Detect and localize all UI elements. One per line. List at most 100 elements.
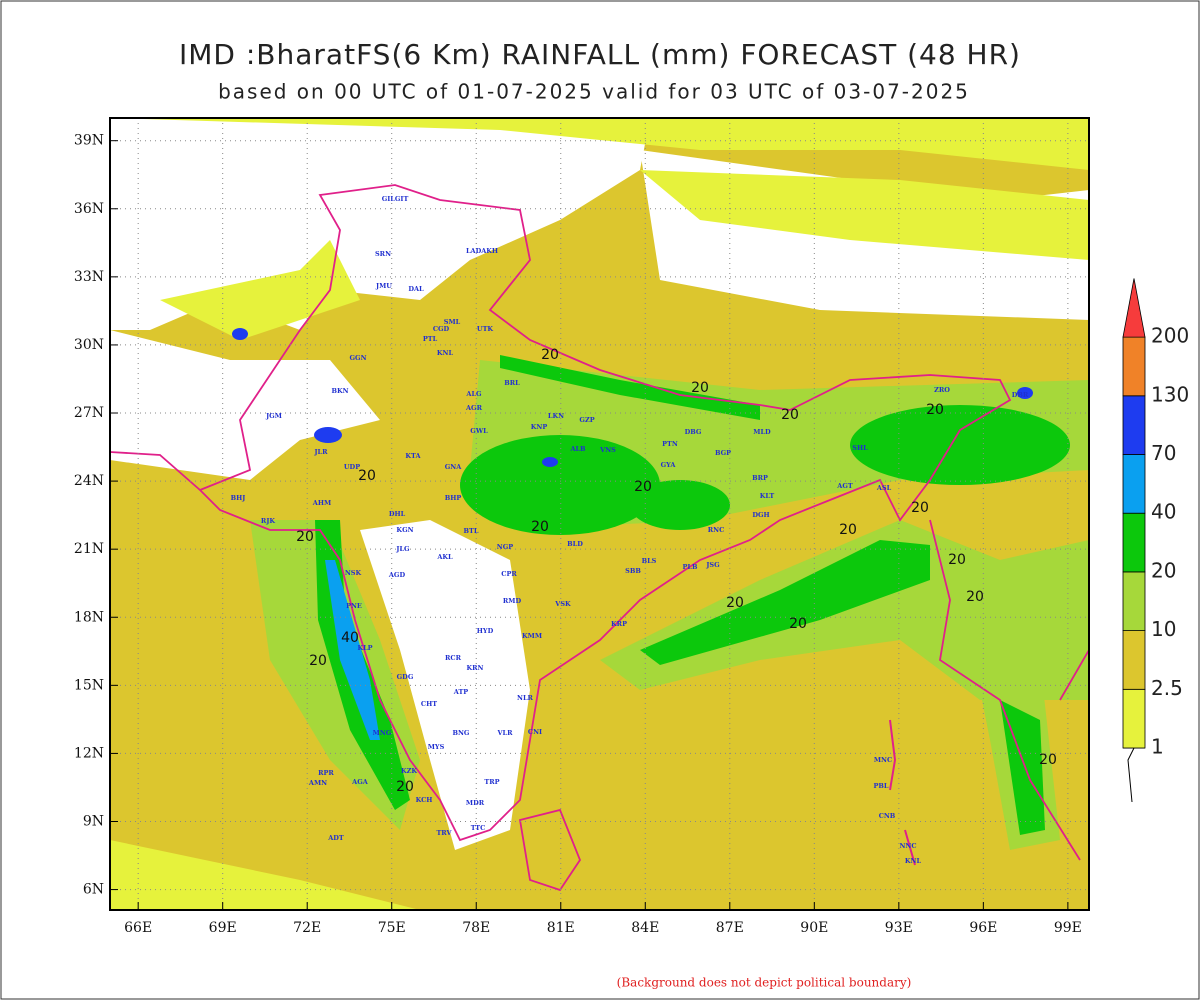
colorbar-box: [1122, 336, 1146, 397]
station-label: AGA: [351, 778, 369, 786]
station-label: TRV: [436, 829, 452, 837]
station-label: SML: [444, 318, 461, 326]
station-label: DBR: [1012, 391, 1029, 399]
rain-area: [314, 427, 342, 443]
rain-area: [850, 405, 1070, 485]
station-label: RCR: [445, 654, 462, 662]
x-tick-label: 75E: [378, 920, 406, 936]
station-label: JMU: [375, 282, 392, 290]
contour-label: 20: [396, 779, 414, 795]
contour-label: 20: [634, 479, 652, 495]
colorbar-box: [1122, 630, 1146, 690]
colorbar-box: [1122, 454, 1146, 514]
contour-label: 20: [781, 407, 799, 423]
x-tick-label: 96E: [969, 920, 997, 936]
station-label: VNS: [599, 446, 616, 454]
station-label: BHJ: [231, 494, 246, 502]
station-label: ALG: [465, 390, 482, 398]
station-label: TRP: [484, 778, 499, 786]
rain-area: [232, 328, 248, 340]
contour-label: 20: [309, 653, 327, 669]
title: IMD :BharatFS(6 Km) RAINFALL (mm) FORECA…: [179, 38, 1021, 71]
station-label: SBB: [625, 567, 641, 575]
station-label: JLG: [395, 545, 410, 553]
station-label: BRL: [504, 379, 520, 387]
station-label: MLD: [753, 428, 771, 436]
map: [110, 118, 1089, 910]
station-label: VLR: [496, 729, 513, 737]
contour-label: 40: [341, 630, 359, 646]
station-label: LADAKH: [466, 247, 498, 255]
x-tick-label: 90E: [800, 920, 828, 936]
rain-area: [640, 170, 1089, 260]
contour-label: 20: [926, 402, 944, 418]
colorbar-label: 1: [1151, 735, 1164, 759]
station-label: KGN: [396, 526, 413, 534]
x-tick-label: 87E: [716, 920, 744, 936]
station-label: DGH: [752, 511, 769, 519]
boundary: [198, 184, 1012, 842]
y-tick-label: 18N: [74, 609, 104, 625]
station-label: LKN: [548, 412, 564, 420]
rain-area: [110, 118, 1089, 170]
colorbar-label: 2.5: [1151, 676, 1183, 700]
station-label: NNC: [899, 842, 916, 850]
station-label: KZK: [401, 767, 417, 775]
station-label: RMD: [503, 597, 522, 605]
station-label: CHT: [421, 700, 437, 708]
boundary: [889, 719, 916, 866]
contour-label: 20: [691, 380, 709, 396]
station-label: VSK: [554, 600, 571, 608]
station-label: BKN: [331, 387, 348, 395]
station-label: KLT: [760, 492, 775, 500]
colorbar-label: 130: [1151, 382, 1189, 406]
station-label: DHL: [389, 510, 406, 518]
x-tick-label: 72E: [293, 920, 321, 936]
x-tick-label: 78E: [462, 920, 490, 936]
x-tick-label: 66E: [124, 920, 152, 936]
station-label: GWL: [470, 427, 488, 435]
contour-label: 20: [911, 500, 929, 516]
y-tick-label: 6N: [83, 882, 104, 898]
station-label: ASL: [876, 484, 892, 492]
contour-label: 20: [358, 468, 376, 484]
station-label: ZRO: [934, 386, 950, 394]
station-label: KLP: [357, 644, 372, 652]
station-label: GILGIT: [382, 195, 409, 203]
station-label: UDP: [344, 463, 360, 471]
y-tick-label: 12N: [74, 745, 104, 761]
station-label: KTA: [405, 452, 421, 460]
station-label: KNP: [531, 423, 548, 431]
station-label: MDR: [466, 799, 485, 807]
station-label: RNC: [708, 526, 725, 534]
station-label: GNA: [445, 463, 462, 471]
station-label: MNG: [373, 729, 392, 737]
y-tick-label: 24N: [74, 473, 104, 489]
x-tick-label: 99E: [1054, 920, 1082, 936]
contour-label: 20: [789, 616, 807, 632]
footer-note: (Background does not depict political bo…: [617, 976, 912, 990]
boundary: [110, 451, 201, 491]
colorbar-box: [1122, 571, 1146, 632]
station-label: PNE: [346, 602, 362, 610]
colorbar-label: 40: [1151, 500, 1176, 524]
contour-label: 20: [531, 519, 549, 535]
y-tick-label: 36N: [74, 201, 104, 217]
contour-label: 20: [1039, 752, 1057, 768]
station-label: GGN: [349, 354, 366, 362]
station-label: BLS: [642, 557, 657, 565]
contour-label: 20: [839, 522, 857, 538]
rain-area: [542, 457, 558, 467]
station-label: KRN: [467, 664, 484, 672]
station-label: BRP: [752, 474, 768, 482]
station-label: BTL: [464, 527, 479, 535]
station-label: AGT: [836, 482, 853, 490]
station-label: PLB: [683, 563, 698, 571]
station-label: TTC: [471, 824, 486, 832]
rain-area: [325, 560, 380, 740]
station-label: PTN: [662, 440, 678, 448]
rain-area: [640, 540, 930, 665]
y-tick-label: 39N: [74, 133, 104, 149]
colorbar-label: 200: [1151, 324, 1189, 348]
